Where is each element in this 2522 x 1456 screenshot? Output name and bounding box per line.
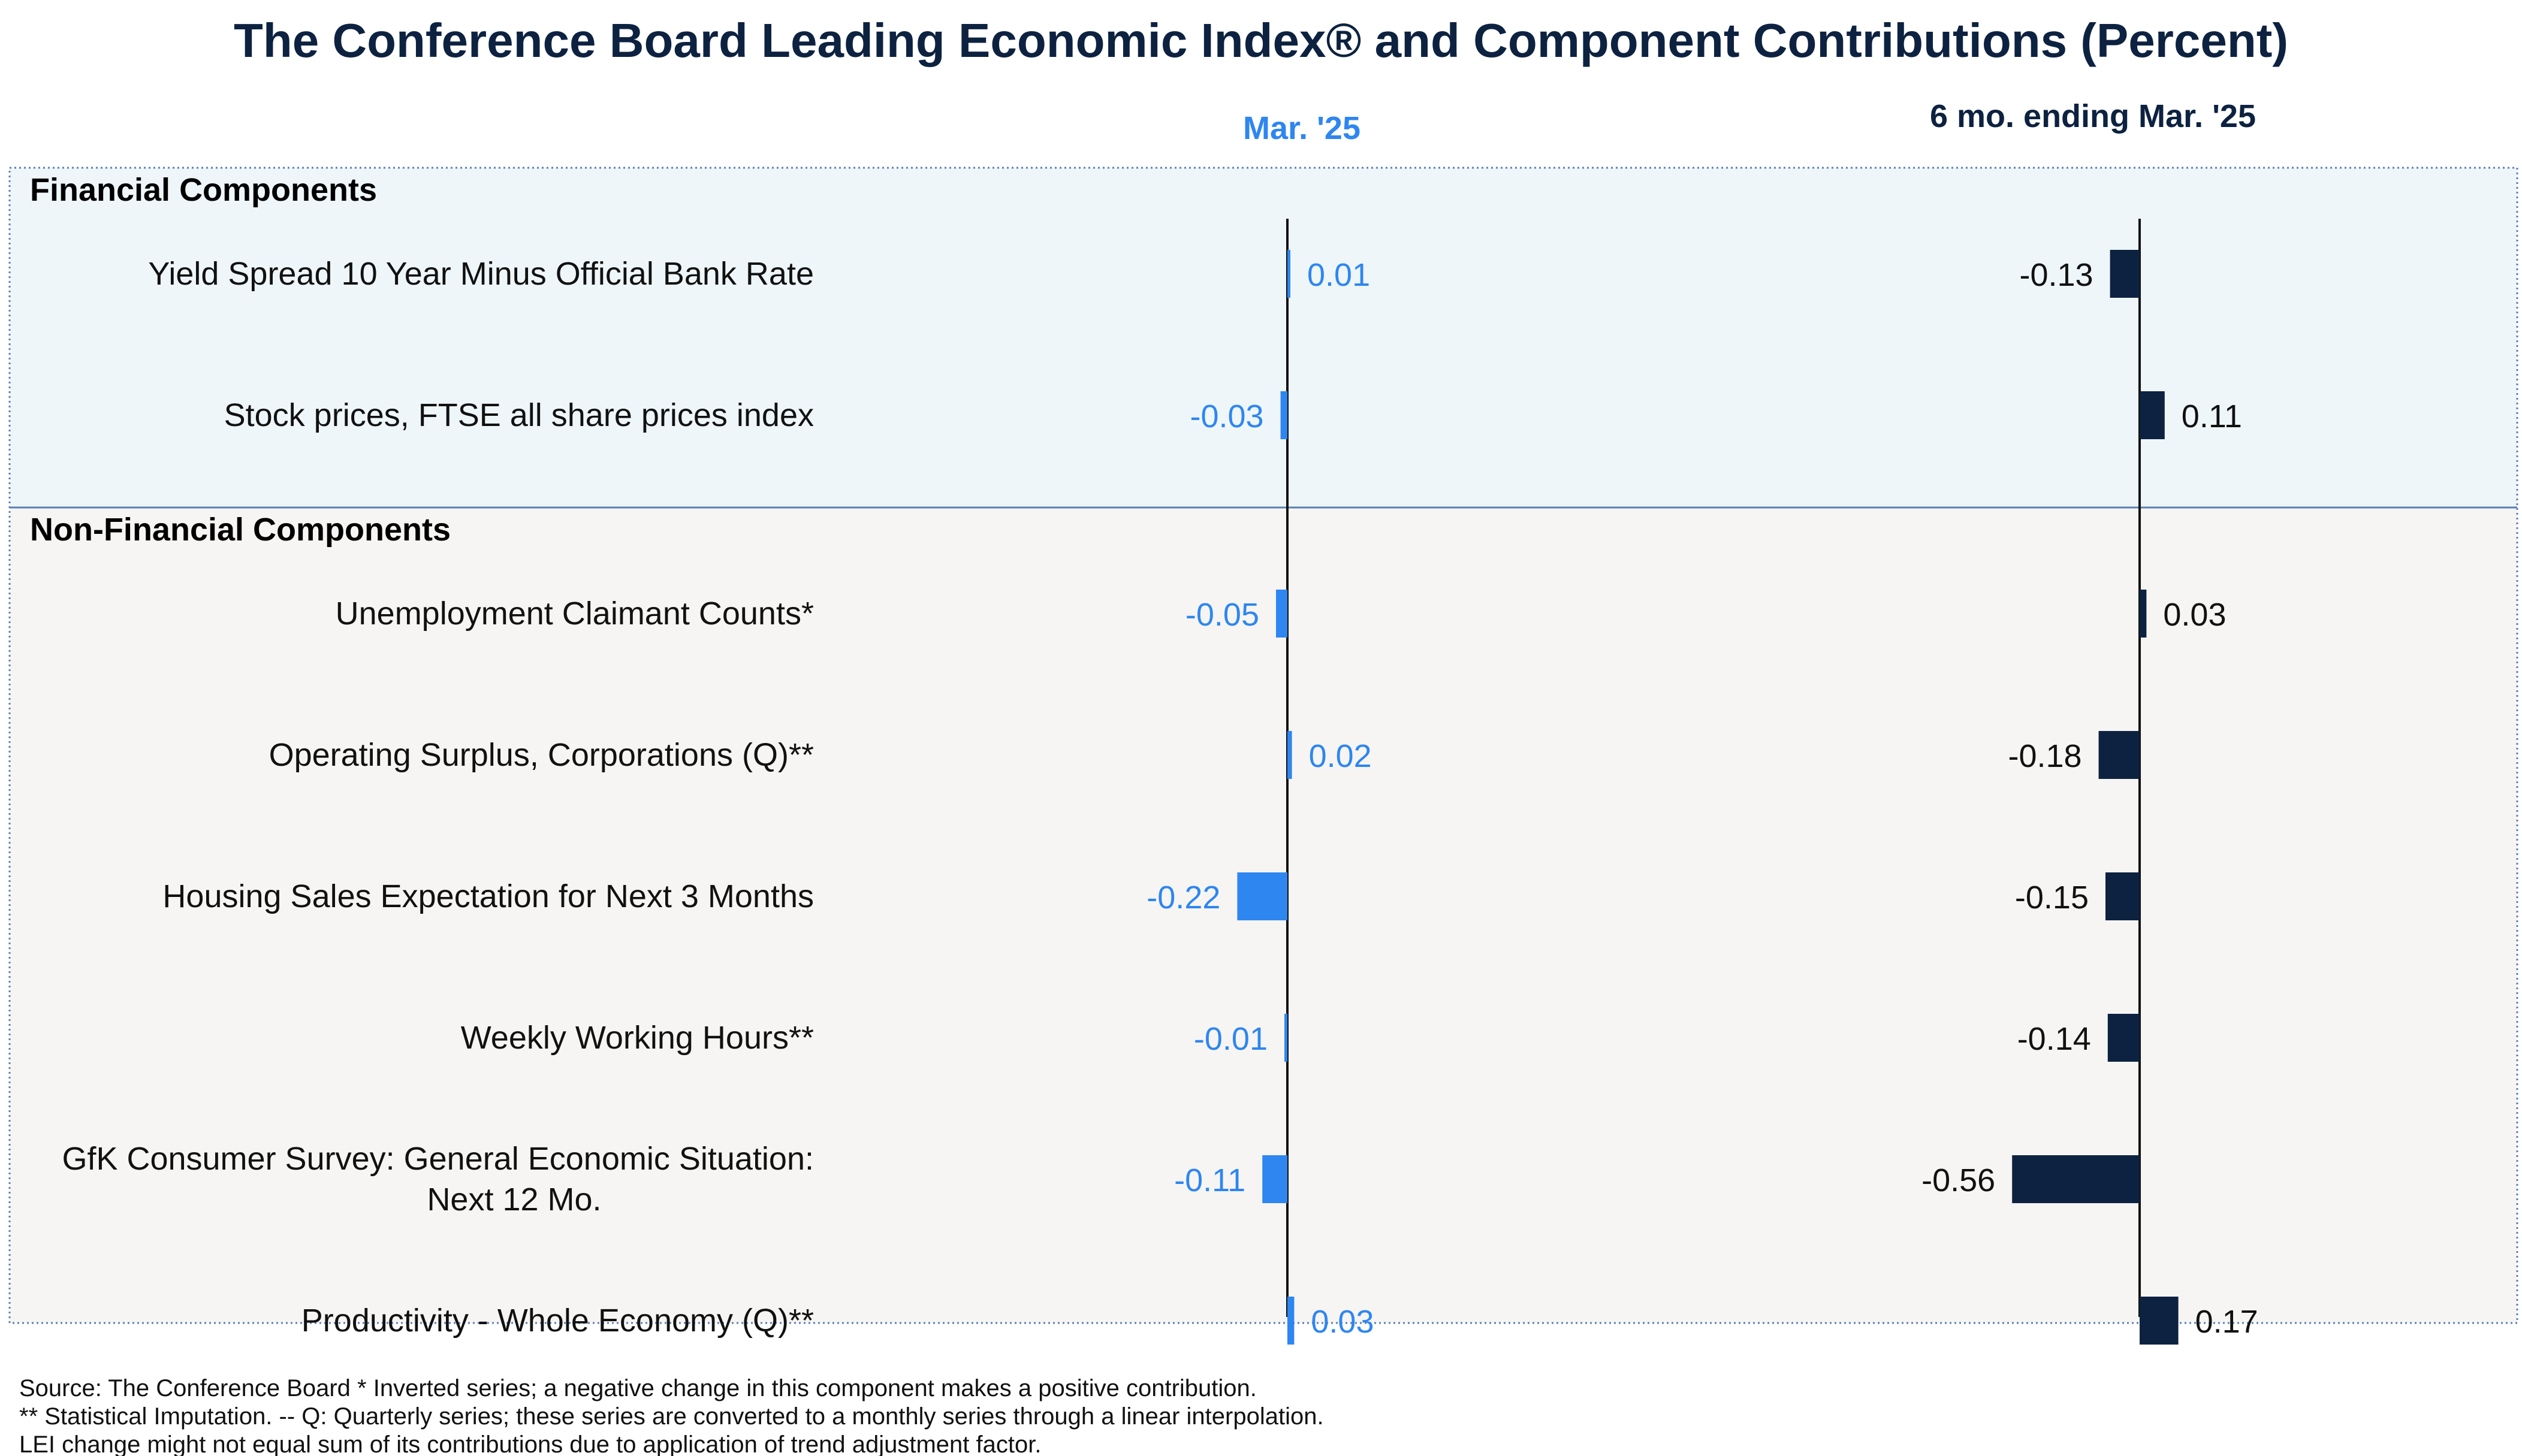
bar-monthly <box>1276 590 1287 638</box>
component-label: Housing Sales Expectation for Next 3 Mon… <box>162 878 814 914</box>
component-label: Unemployment Claimant Counts* <box>336 596 814 632</box>
data-label-six-month: -0.15 <box>2015 880 2089 916</box>
data-label-six-month: 0.17 <box>2195 1304 2258 1340</box>
section-header-financial: Financial Components <box>30 172 377 208</box>
bar-six-month <box>2105 872 2140 920</box>
data-label-monthly: -0.11 <box>1174 1162 1245 1198</box>
data-label-monthly: 0.01 <box>1307 257 1370 293</box>
footnote-line: Source: The Conference Board * Inverted … <box>19 1375 1257 1401</box>
bar-monthly <box>1287 731 1292 779</box>
component-label: Yield Spread 10 Year Minus Official Bank… <box>148 256 814 292</box>
chart-marks: Financial Components Yield Spread 10 Year… <box>8 167 2518 1345</box>
data-label-six-month: 0.03 <box>2163 597 2226 633</box>
bar-six-month <box>2110 250 2140 298</box>
data-label-monthly: -0.05 <box>1185 597 1259 633</box>
component-label: GfK Consumer Survey: General Economic Si… <box>62 1141 814 1218</box>
chart-title: The Conference Board Leading Economic In… <box>234 14 2288 67</box>
component-label: Operating Surplus, Corporations (Q)** <box>269 737 814 773</box>
data-label-six-month: -0.14 <box>2017 1021 2091 1057</box>
bar-six-month <box>2140 590 2147 638</box>
column-header-six-month: 6 mo. ending Mar. '25 <box>1930 98 2256 134</box>
data-label-monthly: 0.02 <box>1309 738 1372 774</box>
bar-six-month <box>2140 1297 2179 1345</box>
bar-monthly <box>1262 1155 1287 1203</box>
component-label: Weekly Working Hours** <box>461 1020 814 1056</box>
section-header-non-financial: Non-Financial Components <box>30 512 451 548</box>
bar-monthly <box>1237 872 1287 920</box>
bar-monthly <box>1287 1297 1295 1345</box>
bar-six-month <box>2012 1155 2140 1203</box>
bar-monthly <box>1287 250 1290 298</box>
column-header-monthly: Mar. '25 <box>1243 110 1360 146</box>
data-label-six-month: -0.13 <box>2020 257 2093 293</box>
footnote-line: ** Statistical Imputation. -- Q: Quarter… <box>19 1403 1324 1430</box>
component-label: Productivity - Whole Economy (Q)** <box>301 1303 814 1339</box>
component-label: Stock prices, FTSE all share prices inde… <box>224 397 814 433</box>
bar-six-month <box>2140 391 2165 439</box>
data-label-monthly: -0.01 <box>1194 1021 1268 1057</box>
section-background <box>10 168 2517 508</box>
data-label-monthly: 0.03 <box>1311 1304 1374 1340</box>
footnote-line: LEI change might not equal sum of its co… <box>19 1431 1041 1456</box>
data-label-monthly: -0.22 <box>1147 880 1220 916</box>
bar-six-month <box>2107 1014 2140 1062</box>
bar-monthly <box>1284 1014 1287 1062</box>
bar-monthly <box>1280 391 1287 439</box>
bar-six-month <box>2098 731 2140 779</box>
data-label-six-month: -0.18 <box>2008 738 2082 774</box>
data-label-monthly: -0.03 <box>1190 398 1264 434</box>
data-label-six-month: 0.11 <box>2182 398 2242 434</box>
footnotes: Source: The Conference Board * Inverted … <box>19 1375 1324 1456</box>
data-label-six-month: -0.56 <box>1921 1162 1995 1198</box>
